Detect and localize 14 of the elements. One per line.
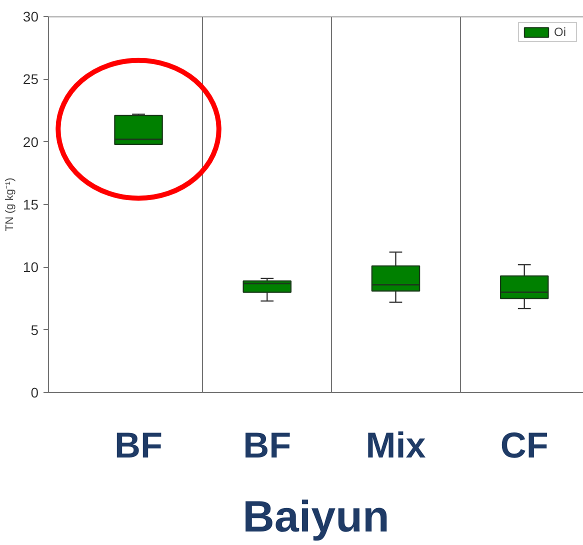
x-tick-label: BF — [114, 424, 163, 466]
y-tick-label: 0 — [30, 384, 39, 400]
y-tick-label: 30 — [22, 8, 39, 24]
legend-label: Oi — [554, 25, 567, 39]
x-tick-label: BF — [243, 424, 292, 466]
y-tick-label: 20 — [22, 134, 39, 150]
y-axis-title: TN (g kg⁻¹) — [4, 178, 16, 232]
x-tick-label: CF — [500, 424, 548, 466]
x-axis-title: Baiyun — [242, 492, 390, 542]
y-tick-label: 15 — [22, 196, 39, 212]
y-tick-label: 25 — [22, 71, 39, 88]
x-tick-label: Mix — [366, 424, 426, 466]
y-tick-label: 10 — [22, 259, 39, 276]
y-tick-label: 5 — [30, 322, 39, 338]
